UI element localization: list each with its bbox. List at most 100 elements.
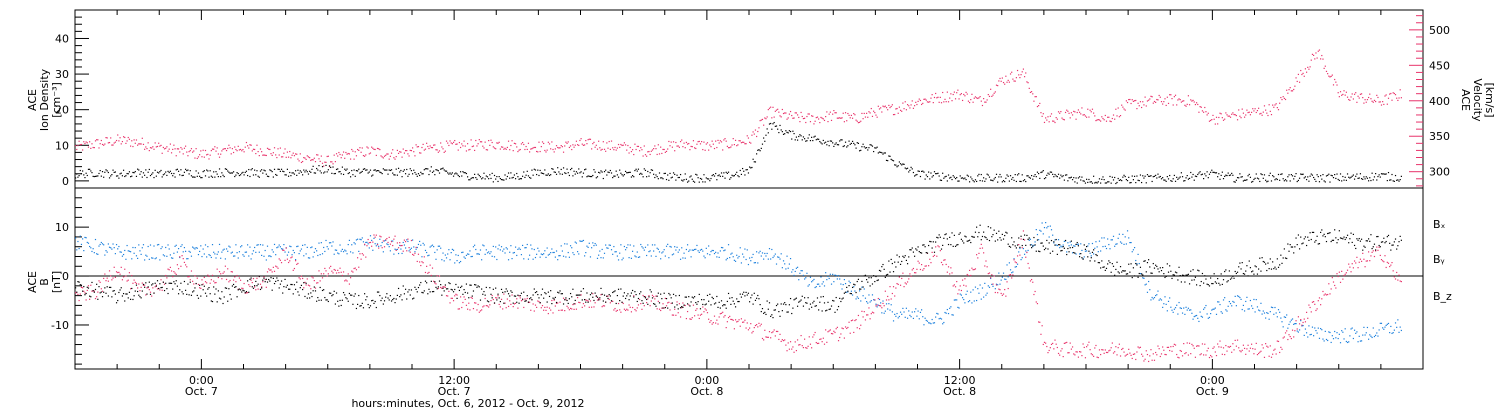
density-series-point <box>988 176 991 178</box>
velocity-series-point <box>991 95 993 97</box>
by-series-point <box>97 253 99 255</box>
velocity-series-point <box>340 157 342 159</box>
bz-series-point <box>519 297 521 299</box>
density-series-point <box>173 172 175 175</box>
density-series-point <box>237 172 239 175</box>
bz-series-point <box>172 276 174 278</box>
density-series-point <box>422 173 424 175</box>
bx-series-point <box>104 287 106 289</box>
velocity-series-point <box>1330 75 1332 77</box>
by-series-point <box>1221 312 1223 314</box>
bz-series-point <box>201 279 203 281</box>
by-series-point <box>193 247 195 249</box>
by-series-point <box>1176 304 1178 306</box>
velocity-series-point <box>319 160 321 162</box>
density-series-point <box>1358 177 1360 179</box>
by-series-point <box>984 282 986 284</box>
density-series-point <box>265 173 267 175</box>
density-series-point <box>1123 174 1125 176</box>
density-series-point <box>815 139 817 141</box>
density-series-point <box>383 169 386 171</box>
by-series-point <box>374 243 376 245</box>
bz-series-point <box>963 284 965 286</box>
density-series-point <box>1221 171 1223 173</box>
bz-series-point <box>1338 271 1340 273</box>
velocity-series-point <box>1192 99 1194 101</box>
density-series-point <box>980 173 982 176</box>
bz-series-point <box>1136 351 1138 353</box>
bz-series-point <box>904 282 906 284</box>
density-series-point <box>903 163 905 165</box>
by-series-point <box>634 255 636 257</box>
bz-series-point <box>1061 348 1063 350</box>
density-series-point <box>587 175 589 177</box>
velocity-series-point <box>561 146 563 148</box>
by-series-point <box>104 254 106 256</box>
bx-series-point <box>464 291 466 294</box>
velocity-series-point <box>297 158 299 160</box>
density-series-point <box>304 171 306 173</box>
by-series-point <box>1363 326 1365 328</box>
velocity-series-point <box>933 96 936 99</box>
by-series-point <box>1267 312 1269 315</box>
bx-series-point <box>97 298 99 300</box>
density-series-point <box>898 161 900 163</box>
bz-series-point <box>615 310 617 312</box>
by-series-point <box>232 255 235 257</box>
density-series-point <box>1095 181 1097 183</box>
velocity-series-point <box>1112 114 1115 116</box>
by-series-point <box>908 310 910 312</box>
velocity-series-point <box>338 151 340 154</box>
bz-series-point <box>752 330 754 333</box>
bz-series-point <box>933 254 936 256</box>
velocity-series-point <box>850 114 852 117</box>
bz-series-point <box>1219 340 1221 342</box>
bz-series-point <box>951 272 953 274</box>
bz-series-point <box>715 322 717 324</box>
density-series-point <box>782 133 785 135</box>
by-series-point <box>265 259 267 261</box>
by-series-point <box>690 256 692 258</box>
by-series-point <box>674 246 676 248</box>
bz-series-point <box>1011 277 1013 279</box>
by-series-point <box>1114 245 1116 247</box>
bz-series-point <box>1158 348 1160 350</box>
by-series-point <box>1219 303 1221 306</box>
velocity-series-point <box>958 98 960 100</box>
velocity-series-point <box>1232 112 1234 114</box>
bz-series-point <box>1155 351 1157 354</box>
by-series-point <box>568 256 570 258</box>
by-series-point <box>1033 244 1035 246</box>
by-series-point <box>1366 326 1369 329</box>
density-series-point <box>299 170 301 172</box>
bz-series-point <box>1110 347 1112 349</box>
density-series-point <box>1183 180 1185 182</box>
density-series-point <box>1383 173 1385 175</box>
bz-series-point <box>1107 351 1109 354</box>
velocity-series-point <box>1153 100 1156 103</box>
velocity-series-point <box>232 151 235 154</box>
density-series-point <box>722 175 724 177</box>
density-series-point <box>1162 177 1164 179</box>
density-series-point <box>1214 172 1216 174</box>
velocity-series-point <box>153 148 155 150</box>
bz-series-point <box>1290 337 1292 340</box>
density-series-point <box>250 169 252 171</box>
bx-series-point <box>420 281 422 284</box>
velocity-series-point <box>882 105 884 107</box>
bz-series-point <box>1203 354 1205 356</box>
by-series-point <box>716 256 718 258</box>
bz-series-point <box>850 320 852 322</box>
velocity-series-point <box>224 148 226 150</box>
velocity-series-point <box>1288 89 1290 91</box>
bz-series-point <box>1246 348 1248 350</box>
bz-series-point <box>417 253 420 255</box>
by-series-point <box>78 247 80 250</box>
density-series-point <box>146 176 148 179</box>
by-series-point <box>949 307 951 309</box>
density-series-point <box>905 168 907 170</box>
density-series-point <box>196 175 198 177</box>
bz-series-point <box>1048 349 1050 352</box>
density-series-point <box>1018 173 1020 175</box>
velocity-series-point <box>513 142 515 144</box>
